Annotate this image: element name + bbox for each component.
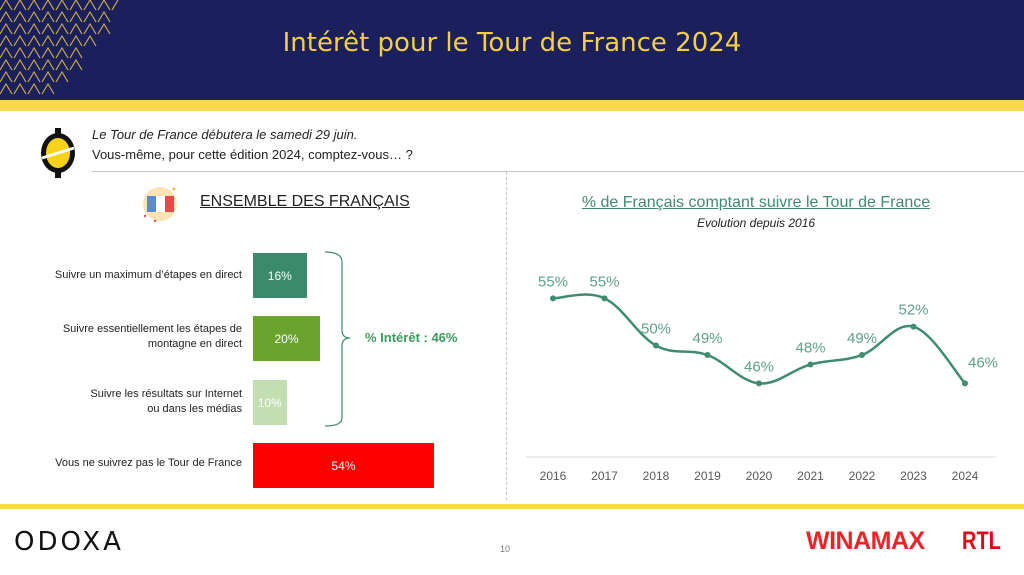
line-chart-subtitle: Evolution depuis 2016 <box>696 216 816 230</box>
x-tick-label-2023: 2023 <box>900 469 927 483</box>
data-label-2020: 46% <box>744 358 774 375</box>
x-tick-label-2020: 2020 <box>746 469 773 483</box>
bar-value-label: 10% <box>257 395 282 410</box>
interest-summary-label: % Intérêt : 46% <box>365 330 458 345</box>
page-title: Intérêt pour le Tour de France 2024 <box>282 28 742 58</box>
line-chart: 55% 2016 55% 2017 50% 2018 49% 2019 46% 2020 48% 20… <box>526 273 998 483</box>
section-title: ENSEMBLE DES FRANÇAIS <box>200 193 410 210</box>
bar-category-label-line: Vous ne suivrez pas le Tour de France <box>55 457 242 469</box>
bar-follow-max-stages: 16% <box>253 253 307 298</box>
data-label-2023: 52% <box>898 302 928 319</box>
data-point-2018 <box>653 342 659 349</box>
vertical-divider <box>506 172 507 500</box>
data-point-2022 <box>859 352 865 358</box>
rtl-logo: RTL <box>962 527 1001 555</box>
bar-category-label: Suivre un maximum d’étapes en direct <box>32 268 242 283</box>
page-number: 10 <box>500 544 511 554</box>
data-label-2022: 49% <box>847 330 877 347</box>
curly-brace-icon <box>324 251 351 427</box>
bar-value-label: 54% <box>331 458 356 473</box>
data-point-2021 <box>807 361 814 368</box>
bar-follow-results-online: 10% <box>253 380 287 425</box>
data-point-2024 <box>962 380 968 387</box>
x-tick-label-2021: 2021 <box>797 469 824 483</box>
data-point-2023 <box>910 323 917 330</box>
x-tick-label-2019: 2019 <box>694 469 721 483</box>
bar-category-label-line: Suivre les résultats sur Internet <box>90 388 242 400</box>
bar-category-label-line: montagne en direct <box>147 338 242 350</box>
data-label-2016: 55% <box>538 273 568 290</box>
bar-category-label-line: Suivre un maximum d’étapes en direct <box>54 269 242 281</box>
bar-category-label: Suivre les résultats sur Internet ou dan… <box>32 387 242 417</box>
x-tick-label-2022: 2022 <box>849 469 876 483</box>
data-point-2016 <box>550 295 556 302</box>
bar-category-label-line: Suivre essentiellement les étapes de <box>62 323 242 335</box>
bar-value-label: 20% <box>274 331 299 346</box>
odoxa-logo: ODOXA <box>14 527 124 557</box>
odoxa-badge-icon <box>41 128 75 178</box>
france-flag-icon <box>143 187 177 223</box>
header-banner: Intérêt pour le Tour de France 2024 <box>0 0 1024 100</box>
question-text: Vous-même, pour cette édition 2024, comp… <box>92 147 413 162</box>
horizontal-divider <box>92 171 1024 172</box>
bar-follow-mountain-stages: 20% <box>253 316 320 361</box>
x-tick-label-2017: 2017 <box>591 469 618 483</box>
bar-not-following: 54% <box>253 443 434 488</box>
bar-category-label: Suivre essentiellement les étapes de mon… <box>32 322 242 352</box>
x-tick-label-2016: 2016 <box>540 469 567 483</box>
data-point-2017 <box>601 295 608 302</box>
data-label-2021: 48% <box>795 339 825 356</box>
data-point-2019 <box>704 352 711 358</box>
data-label-2019: 49% <box>692 330 722 347</box>
bar-category-label-line: ou dans les médias <box>147 403 242 415</box>
line-chart-title: % de Français comptant suivre le Tour de… <box>581 194 931 211</box>
question-intro: Le Tour de France débutera le samedi 29 … <box>92 127 358 142</box>
header-accent-stripe <box>0 100 1024 111</box>
winamax-logo: WINAMAX <box>806 527 925 555</box>
data-label-2024: 46% <box>968 354 998 371</box>
chevron-pattern-decoration <box>0 0 119 95</box>
footer-accent-stripe <box>0 504 1024 509</box>
bar-category-label: Vous ne suivrez pas le Tour de France <box>32 456 242 471</box>
bar-value-label: 16% <box>267 268 292 283</box>
data-label-2018: 50% <box>641 321 671 338</box>
data-label-2017: 55% <box>589 273 619 290</box>
x-tick-label-2018: 2018 <box>643 469 670 483</box>
x-tick-label-2024: 2024 <box>952 469 979 483</box>
data-point-2020 <box>756 380 762 387</box>
